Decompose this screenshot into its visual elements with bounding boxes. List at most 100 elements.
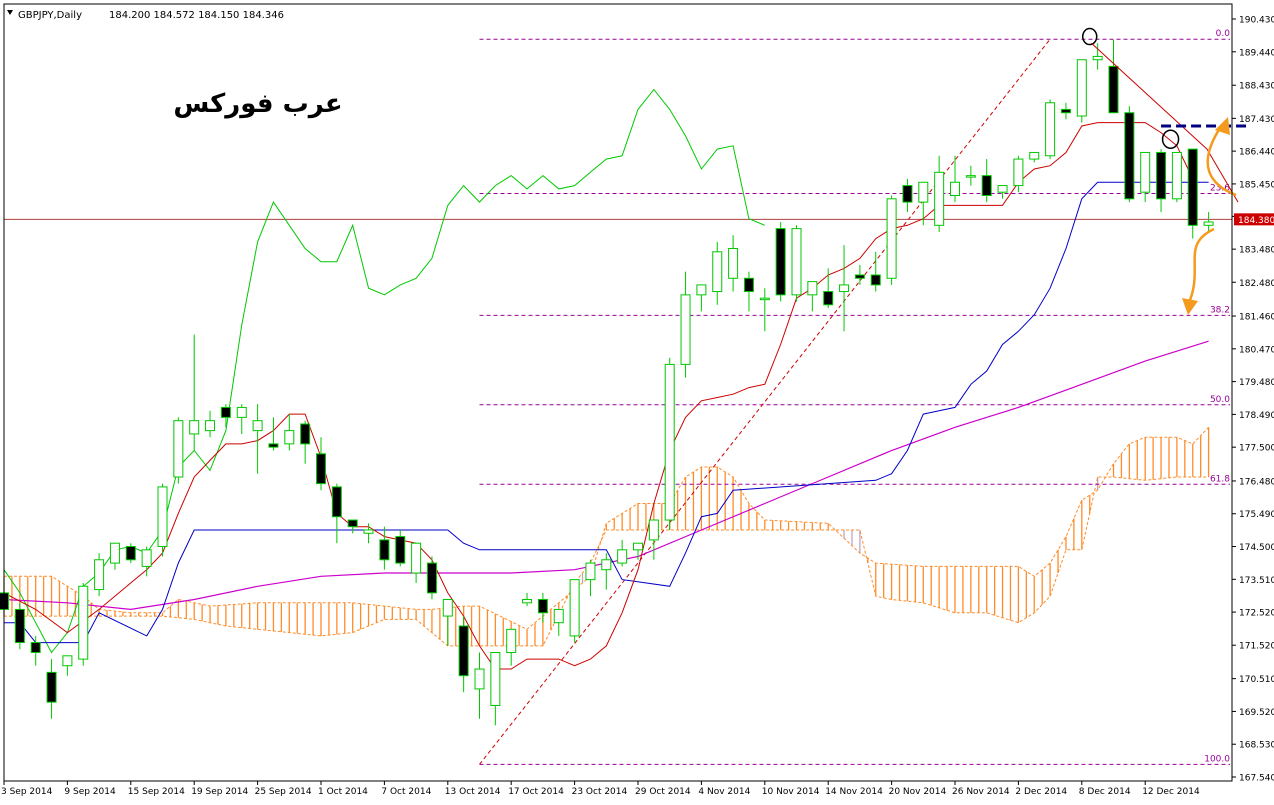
candle-body	[506, 628, 517, 653]
x-tick-label: 12 Dec 2014	[1142, 787, 1200, 797]
candle-body	[950, 181, 960, 197]
candle-body	[14, 608, 25, 644]
candle-body	[585, 562, 596, 581]
candle-body	[363, 529, 374, 534]
fib-level-label: 50.0	[1210, 395, 1230, 405]
y-tick-label: 185.450	[1239, 180, 1274, 190]
candle-body	[379, 539, 390, 561]
current-price-box	[1234, 213, 1274, 226]
x-tick-label: 13 Oct 2014	[445, 787, 501, 797]
candle-body	[886, 198, 897, 279]
y-tick-label: 175.490	[1239, 510, 1274, 520]
candle-body	[1187, 148, 1198, 226]
y-tick-label: 179.480	[1239, 378, 1274, 388]
y-tick-label: 171.520	[1239, 642, 1274, 652]
candle-body	[918, 181, 929, 203]
dropdown-triangle-icon[interactable]	[7, 10, 13, 15]
y-tick-label: 174.500	[1239, 543, 1274, 553]
y-tick-label: 187.430	[1239, 115, 1274, 125]
candle-body	[680, 294, 691, 365]
candle-body	[268, 443, 279, 448]
x-tick-label: 20 Nov 2014	[889, 787, 947, 797]
y-tick-label: 173.510	[1239, 576, 1274, 586]
x-tick-label: 7 Oct 2014	[381, 787, 431, 797]
x-tick-label: 19 Sep 2014	[191, 787, 248, 797]
candle-body	[173, 420, 184, 478]
y-tick-label: 170.510	[1239, 675, 1274, 685]
candle-body	[870, 274, 881, 286]
candle-body	[284, 430, 295, 445]
candle-body	[854, 274, 865, 279]
ohlc-header: 184.200 184.572 184.150 184.346	[109, 10, 284, 21]
x-tick-label: 15 Sep 2014	[128, 787, 185, 797]
y-tick-label: 168.530	[1239, 741, 1274, 751]
candle-body	[1171, 151, 1182, 200]
kijun-line	[4, 181, 1209, 644]
candle-body	[664, 363, 675, 521]
candle-body	[205, 420, 216, 432]
candle-body	[807, 281, 818, 296]
y-tick-label: 186.440	[1239, 148, 1274, 158]
candle-body	[141, 549, 152, 567]
x-tick-label: 9 Sep 2014	[64, 787, 116, 797]
x-tick-label: 1 Oct 2014	[318, 787, 368, 797]
candle-body	[553, 608, 564, 624]
x-tick-label: 29 Oct 2014	[635, 787, 691, 797]
candle-body	[1092, 55, 1103, 61]
candle-body	[220, 406, 231, 418]
candle-body	[823, 291, 834, 306]
candle-body	[775, 228, 786, 296]
candle-body	[30, 642, 41, 653]
candle-body	[347, 519, 358, 528]
x-tick-label: 17 Oct 2014	[508, 787, 564, 797]
candle-body	[490, 651, 501, 706]
candle-body	[569, 579, 580, 637]
candle-body	[601, 559, 612, 571]
fib-level-label: 61.8	[1210, 474, 1230, 484]
y-tick-label: 167.540	[1239, 774, 1274, 784]
tenkan-line	[3, 122, 1194, 670]
candle-body	[1076, 59, 1087, 117]
fib-level-label: 23.6	[1210, 184, 1230, 194]
x-tick-label: 14 Nov 2014	[825, 787, 883, 797]
y-tick-label: 180.470	[1239, 345, 1274, 355]
candle-body	[633, 542, 643, 551]
candle-body	[1203, 221, 1214, 226]
y-tick-label: 182.480	[1239, 279, 1274, 289]
candle-body	[791, 228, 802, 296]
fib-level-label: 100.0	[1204, 754, 1230, 764]
x-tick-label: 3 Sep 2014	[1, 787, 53, 797]
cloud-span-b	[4, 476, 1209, 647]
candle-body	[648, 519, 659, 541]
candle-body	[125, 546, 136, 561]
fib-level-label: 0.0	[1216, 29, 1231, 39]
candle-body	[1029, 151, 1040, 160]
candle-body	[1060, 108, 1071, 114]
y-tick-label: 169.520	[1239, 708, 1274, 718]
candle-body	[442, 599, 453, 617]
candle-body	[78, 585, 89, 660]
candle-body	[316, 453, 326, 485]
fib-level-label: 38.2	[1210, 305, 1230, 315]
candle-body	[1108, 65, 1119, 114]
y-tick-label: 172.520	[1239, 609, 1274, 619]
x-tick-label: 26 Nov 2014	[952, 787, 1010, 797]
candle-body	[1045, 102, 1056, 157]
down-arrow-curve	[1186, 227, 1215, 306]
y-tick-label: 178.490	[1239, 411, 1274, 421]
current-price-label: 184.380	[1238, 216, 1274, 226]
candle-body	[537, 599, 548, 614]
candle-body	[759, 297, 770, 301]
watermark-text: عرب فوركس	[173, 89, 342, 119]
y-tick-label: 181.460	[1239, 313, 1274, 323]
candle-body	[94, 559, 105, 591]
candle-body	[1140, 151, 1151, 193]
x-tick-label: 4 Nov 2014	[698, 787, 750, 797]
retest-circle	[1161, 129, 1180, 149]
candle-body	[965, 175, 976, 178]
x-tick-label: 8 Dec 2014	[1079, 787, 1131, 797]
drawn-trend-line	[1090, 42, 1208, 150]
symbol-header: GBPJPY,Daily	[18, 10, 82, 21]
candle-body	[522, 599, 533, 604]
